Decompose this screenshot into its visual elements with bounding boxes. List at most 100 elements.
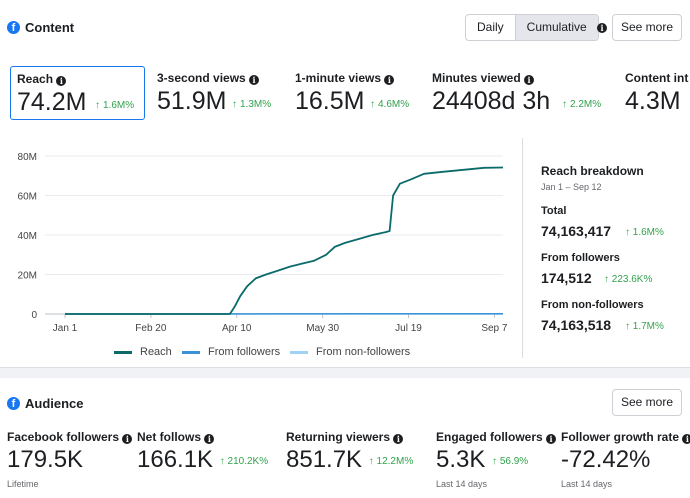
info-icon[interactable]: i xyxy=(384,75,395,85)
up-arrow-icon: ↑ xyxy=(562,99,567,110)
breakdown-delta-from-followers: ↑ 223.6K% xyxy=(604,274,653,285)
info-icon[interactable]: i xyxy=(597,23,607,33)
breakdown-value-from-non-followers: 74,163,518 xyxy=(541,317,612,333)
y-tick-label: 80M xyxy=(18,152,37,163)
y-tick-label: 20M xyxy=(18,271,37,282)
y-tick-label: 40M xyxy=(18,231,37,242)
divider xyxy=(522,138,523,358)
breakdown-title: Reach breakdown xyxy=(541,164,644,178)
view-toggle: Daily Cumulative xyxy=(465,14,599,41)
daily-button[interactable]: Daily xyxy=(477,20,504,34)
facebook-icon: f xyxy=(7,397,20,410)
metric-delta: ↑ 1.3M% xyxy=(232,99,272,110)
metric-delta: ↑ 2.2M% xyxy=(562,99,602,110)
x-tick-label: Apr 10 xyxy=(222,323,252,334)
info-icon[interactable]: i xyxy=(546,434,557,444)
y-tick-label: 60M xyxy=(18,192,37,203)
info-icon[interactable]: i xyxy=(393,434,404,444)
metric-engaged-followers[interactable]: Engaged followers i 5.3K ↑ 56.9% Last 14… xyxy=(436,430,557,489)
metric-label: Engaged followers i xyxy=(436,430,557,444)
info-icon[interactable]: i xyxy=(56,76,67,86)
series-line-reach[interactable] xyxy=(65,166,504,315)
metric-value: 166.1K ↑ 210.2K% xyxy=(137,446,269,473)
facebook-icon: f xyxy=(7,21,20,34)
up-arrow-icon: ↑ xyxy=(368,456,377,467)
info-icon[interactable]: i xyxy=(524,75,535,85)
y-tick-label: 0 xyxy=(31,310,37,321)
breakdown-label-from-non-followers: From non-followers xyxy=(541,299,644,311)
metric-label: Returning viewers i xyxy=(286,430,413,444)
up-arrow-icon: ↑ xyxy=(625,227,633,238)
metric-value: -72.42% xyxy=(561,446,651,473)
metric-period: Lifetime xyxy=(7,479,39,489)
metric-follower-growth-rate[interactable]: Follower growth rate i -72.42% Last 14 d… xyxy=(561,430,690,489)
metric-period: Last 14 days xyxy=(561,479,613,489)
metric-delta: ↑ 210.2K% xyxy=(219,456,269,467)
legend-from-non-followers[interactable]: From non-followers xyxy=(290,346,410,358)
info-icon[interactable]: i xyxy=(204,434,215,444)
x-tick-label: Jan 1 xyxy=(53,323,78,334)
metric-label: Minutes viewed i xyxy=(432,71,535,85)
audience-title: Audience xyxy=(25,396,84,411)
metric-returning-viewers[interactable]: Returning viewers i 851.7K ↑ 12.2M% xyxy=(286,430,413,474)
up-arrow-icon: ↑ xyxy=(219,456,228,467)
breakdown-value-total: 74,163,417 xyxy=(541,223,612,239)
up-arrow-icon: ↑ xyxy=(232,99,237,110)
metric-label: Net follows i xyxy=(137,430,268,444)
breakdown-value-from-followers: 174,512 xyxy=(541,270,592,286)
metric-net-follows[interactable]: Net follows i 166.1K ↑ 210.2K% xyxy=(137,430,268,474)
metric-value: 24408d 3h xyxy=(432,87,551,115)
metric-3-second-views[interactable]: 3-second views i 51.9M ↑ 1.3M% xyxy=(151,66,286,120)
metric-value: 5.3K ↑ 56.9% xyxy=(436,446,529,473)
metric-value: 4.3M xyxy=(625,87,681,115)
legend-from-followers[interactable]: From followers xyxy=(182,346,280,358)
legend-swatch xyxy=(182,350,200,354)
up-arrow-icon: ↑ xyxy=(604,274,612,285)
x-tick-label: May 30 xyxy=(306,323,339,334)
x-tick-label: Sep 7 xyxy=(481,323,508,334)
metric-facebook-followers[interactable]: Facebook followers i 179.5K Lifetime xyxy=(7,430,133,489)
content-title: Content xyxy=(25,20,75,35)
metric-value: 179.5K xyxy=(7,446,84,473)
up-arrow-icon: ↑ xyxy=(95,100,100,111)
metric-label: 1-minute views i xyxy=(295,71,395,85)
metric-delta: ↑ 12.2M% xyxy=(368,456,414,467)
metric-label: Facebook followers i xyxy=(7,430,133,444)
metric-value: 16.5M xyxy=(295,87,365,115)
metric-delta: ↑ 1.6M% xyxy=(95,100,135,111)
metric-content-interactions[interactable]: Content int 4.3M xyxy=(619,66,690,120)
legend-reach[interactable]: Reach xyxy=(114,346,172,358)
metric-value: 851.7K ↑ 12.2M% xyxy=(286,446,414,473)
metric-delta: ↑ 4.6M% xyxy=(370,99,410,110)
metric-value: 74.2M xyxy=(17,88,87,116)
metric-label: Reach i xyxy=(17,72,67,86)
info-icon[interactable]: i xyxy=(682,434,690,444)
metric-delta: ↑ 56.9% xyxy=(492,456,529,467)
cumulative-button[interactable]: Cumulative xyxy=(514,15,598,40)
legend-swatch xyxy=(290,350,308,354)
metric-period: Last 14 days xyxy=(436,479,488,489)
up-arrow-icon: ↑ xyxy=(370,99,375,110)
x-tick-label: Feb 20 xyxy=(135,323,167,334)
info-icon[interactable]: i xyxy=(122,434,133,444)
breakdown-delta-from-non-followers: ↑ 1.7M% xyxy=(625,321,664,332)
info-icon[interactable]: i xyxy=(249,75,260,85)
breakdown-label-total: Total xyxy=(541,205,567,217)
content-card: f Content Daily Cumulative i See more Re… xyxy=(0,0,690,368)
legend-swatch xyxy=(114,350,132,354)
metric-label: Follower growth rate i xyxy=(561,430,690,444)
metric-minutes-viewed[interactable]: Minutes viewed i 24408d 3h ↑ 2.2M% xyxy=(426,66,616,120)
x-tick-label: Jul 19 xyxy=(395,323,422,334)
up-arrow-icon: ↑ xyxy=(625,321,633,332)
audience-see-more-button[interactable]: See more xyxy=(612,389,682,416)
breakdown-date-range: Jan 1 – Sep 12 xyxy=(541,182,602,192)
breakdown-label-from-followers: From followers xyxy=(541,252,620,264)
metric-1-minute-views[interactable]: 1-minute views i 16.5M ↑ 4.6M% xyxy=(289,66,424,120)
metric-label: 3-second views i xyxy=(157,71,260,85)
up-arrow-icon: ↑ xyxy=(492,456,500,467)
metric-label: Content int xyxy=(625,71,689,85)
metric-reach[interactable]: Reach i 74.2M ↑ 1.6M% xyxy=(10,66,145,120)
content-see-more-button[interactable]: See more xyxy=(612,14,682,41)
audience-card xyxy=(0,378,690,498)
metric-value: 51.9M xyxy=(157,87,227,115)
